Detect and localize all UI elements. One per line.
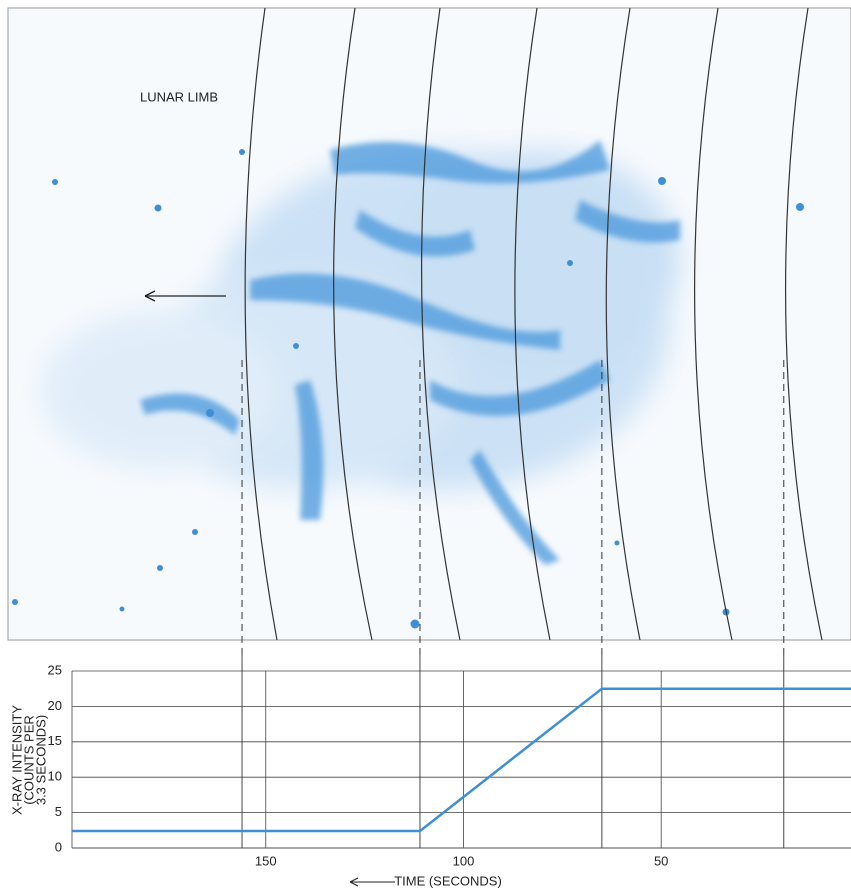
annotation: LUNAR LIMB <box>140 89 218 104</box>
x-axis-label: TIME (SECONDS) <box>394 873 502 888</box>
y-tick-label: 5 <box>55 804 62 819</box>
y-tick-label: 10 <box>48 769 62 784</box>
data-line <box>72 689 851 831</box>
y-tick-label: 25 <box>48 662 62 677</box>
x-tick-label: 150 <box>255 853 277 868</box>
nebula-image: LUNAR LIMB <box>8 8 851 640</box>
y-tick-label: 0 <box>55 839 62 854</box>
x-label-arrow <box>350 878 395 886</box>
figure: LUNAR LIMB TIME (SECONDS) 0 5 10 15 20 25 150 1… <box>0 0 851 891</box>
y-tick-label: 15 <box>48 733 62 748</box>
x-tick-label: 50 <box>654 853 668 868</box>
x-tick-label: 100 <box>453 853 475 868</box>
y-tick-label: 20 <box>48 698 62 713</box>
y-axis-label: 3.3 SECONDS) <box>33 715 48 805</box>
